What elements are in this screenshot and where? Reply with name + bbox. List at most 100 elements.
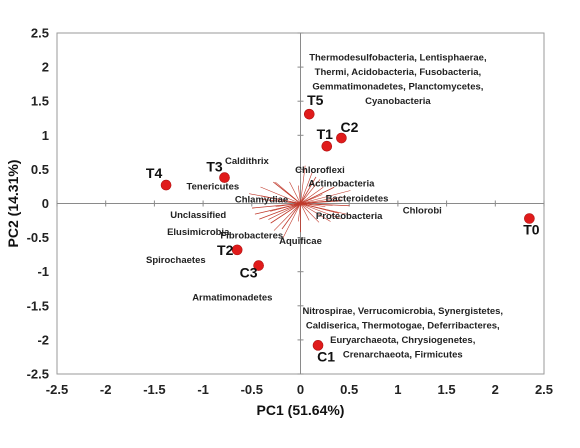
y-axis-title: PC2 (14.31%) bbox=[5, 160, 21, 248]
annotation-line: Thermodesulfobacteria, Lentisphaerae, bbox=[309, 52, 486, 63]
variable-label: Fibrobacteres bbox=[220, 231, 283, 242]
group-annotation: Nitrospirae, Verrucomicrobia, Synergiste… bbox=[302, 306, 503, 361]
variable-label: Caldithrix bbox=[225, 156, 270, 167]
sample-point bbox=[336, 132, 347, 144]
x-tick-label: -1.5 bbox=[143, 382, 165, 397]
x-tick-label: 0.5 bbox=[340, 382, 358, 397]
x-tick-label: 1.5 bbox=[438, 382, 456, 397]
sample-point bbox=[321, 140, 333, 152]
y-tick-label: 2 bbox=[42, 60, 49, 75]
loading-vector bbox=[300, 203, 310, 221]
loading-vector bbox=[300, 165, 306, 204]
sample-point bbox=[303, 108, 315, 120]
y-tick-label: 1 bbox=[42, 128, 49, 143]
loading-vector bbox=[273, 203, 301, 231]
variable-label: Elusimicrobia bbox=[167, 227, 230, 238]
loading-vector bbox=[298, 203, 301, 222]
sample-label: T2 bbox=[217, 242, 234, 258]
x-tick-label: 2.5 bbox=[535, 382, 553, 397]
x-tick-label: -2 bbox=[100, 382, 112, 397]
variable-label: Chloroflexi bbox=[295, 165, 345, 176]
annotation-line: Gemmatimonadetes, Planctomycetes, bbox=[312, 81, 483, 92]
x-tick-label: 2 bbox=[492, 382, 499, 397]
loading-vectors bbox=[249, 165, 352, 240]
x-tick-label: 0 bbox=[297, 382, 304, 397]
x-tick-label: -2.5 bbox=[46, 382, 68, 397]
sample-label: C3 bbox=[240, 265, 258, 281]
loading-vector bbox=[260, 186, 301, 204]
tick-labels: -2.5 -2 -1.5 -1 -0.5 0 0.5 1 1.5 2 2.5 2.5 2 1.5 1 0.5 0… bbox=[27, 26, 553, 398]
sample-point bbox=[312, 340, 324, 351]
loading-vector bbox=[275, 181, 301, 204]
variable-label: Chlamydiae bbox=[235, 194, 288, 205]
loading-vector bbox=[300, 196, 346, 204]
loading-vector bbox=[300, 176, 317, 204]
sample-points: T0 T1 T2 T3 T4 T5 C1 C2 C3 bbox=[146, 92, 540, 364]
sample-point bbox=[160, 179, 172, 191]
variable-label: Chlorobi bbox=[403, 205, 442, 216]
loading-vector bbox=[281, 203, 301, 230]
variable-label: Proteobacteria bbox=[316, 211, 383, 222]
group-annotation: Thermodesulfobacteria, Lentisphaerae, The… bbox=[309, 52, 486, 107]
loading-vector bbox=[282, 203, 301, 240]
variable-label: Actinobacteria bbox=[308, 179, 375, 190]
annotation-line: Cyanobacteria bbox=[365, 96, 431, 107]
loading-vector bbox=[300, 194, 323, 204]
sample-label: C2 bbox=[340, 119, 358, 135]
loading-vector bbox=[289, 181, 301, 204]
loading-vector bbox=[300, 203, 333, 206]
annotation-line: Euryarchaeota, Chrysiogenetes, bbox=[330, 335, 475, 346]
y-tick-label: -2 bbox=[37, 332, 49, 347]
x-tick-label: -1 bbox=[197, 382, 209, 397]
annotation-line: Thermi, Acidobacteria, Fusobacteria, bbox=[315, 67, 481, 78]
loading-vector bbox=[270, 203, 301, 224]
loading-vector bbox=[300, 203, 342, 220]
sample-point bbox=[524, 213, 535, 224]
loading-vector bbox=[300, 186, 335, 204]
loading-vector bbox=[300, 203, 352, 216]
loading-vector bbox=[249, 193, 301, 204]
annotation-line: Crenarchaeota, Firmicutes bbox=[343, 349, 463, 360]
loading-vector bbox=[300, 200, 340, 204]
loading-vector bbox=[300, 186, 324, 204]
variable-labels: Caldithrix Tenericutes Chlamydiae Unclassif… bbox=[146, 156, 442, 303]
loading-vector bbox=[270, 203, 301, 212]
loading-vector bbox=[268, 203, 301, 220]
x-tick-label: -0.5 bbox=[241, 382, 263, 397]
x-tick-label: 1 bbox=[394, 382, 401, 397]
y-tick-label: -2.5 bbox=[27, 367, 49, 382]
loading-vector bbox=[300, 179, 321, 204]
sample-label: T4 bbox=[146, 165, 163, 181]
loading-vector bbox=[298, 185, 301, 204]
sample-point bbox=[231, 244, 243, 256]
y-tick-label: 0.5 bbox=[31, 162, 49, 177]
variable-label: Armatimonadetes bbox=[192, 293, 272, 304]
y-tick-label: -0.5 bbox=[27, 230, 49, 245]
x-axis-title: PC1 (51.64%) bbox=[257, 402, 345, 418]
loading-vector bbox=[300, 171, 313, 204]
y-tick-label: -1.5 bbox=[27, 298, 49, 313]
y-tick-label: -1 bbox=[37, 264, 49, 279]
sample-point bbox=[253, 260, 264, 271]
annotation-line: Caldiserica, Thermotogae, Deferribactere… bbox=[306, 320, 500, 331]
variable-label: Bacteroidetes bbox=[326, 194, 389, 205]
loading-vector bbox=[275, 203, 301, 207]
annotation-line: Nitrospirae, Verrucomicrobia, Synergiste… bbox=[302, 306, 503, 317]
variable-label: Unclassified bbox=[170, 210, 226, 221]
sample-label: C1 bbox=[317, 348, 335, 364]
variable-label: Aquificae bbox=[279, 236, 322, 247]
sample-label: T0 bbox=[523, 222, 540, 238]
loading-vector bbox=[261, 199, 301, 204]
sample-point bbox=[219, 172, 230, 183]
loading-vector bbox=[259, 203, 301, 220]
sample-label: T1 bbox=[317, 126, 334, 142]
variable-label: Spirochaetes bbox=[146, 255, 206, 266]
sample-label: T5 bbox=[307, 92, 324, 108]
loading-vector bbox=[300, 190, 351, 204]
y-tick-label: 1.5 bbox=[31, 94, 49, 109]
y-tick-label: 2.5 bbox=[31, 26, 49, 41]
loading-vector bbox=[300, 203, 320, 223]
loading-vector bbox=[300, 203, 331, 222]
group-annotations: Thermodesulfobacteria, Lentisphaerae, The… bbox=[302, 52, 503, 360]
